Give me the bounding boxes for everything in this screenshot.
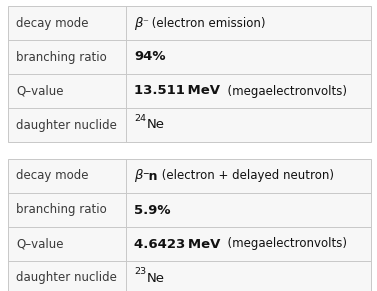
Text: ⁻: ⁻ xyxy=(143,18,149,28)
Text: (megaelectronvolts): (megaelectronvolts) xyxy=(220,84,347,97)
Text: Q–value: Q–value xyxy=(16,237,63,251)
Text: Ne: Ne xyxy=(147,118,164,132)
Text: decay mode: decay mode xyxy=(16,17,89,29)
Text: decay mode: decay mode xyxy=(16,169,89,182)
Text: 23: 23 xyxy=(134,267,146,276)
Text: β: β xyxy=(134,169,143,182)
Text: 24: 24 xyxy=(134,114,146,123)
Text: 5.9%: 5.9% xyxy=(134,203,170,217)
Text: 13.511 MeV: 13.511 MeV xyxy=(134,84,220,97)
Text: ⁻n: ⁻n xyxy=(143,169,158,182)
Bar xyxy=(8,159,371,291)
Text: 4.6423 MeV: 4.6423 MeV xyxy=(134,237,221,251)
Text: β: β xyxy=(134,17,143,29)
Text: 94%: 94% xyxy=(134,51,166,63)
Text: Ne: Ne xyxy=(147,272,165,285)
Text: daughter nuclide: daughter nuclide xyxy=(16,118,117,132)
Text: daughter nuclide: daughter nuclide xyxy=(16,272,117,285)
Text: branching ratio: branching ratio xyxy=(16,203,107,217)
Text: (electron + delayed neutron): (electron + delayed neutron) xyxy=(158,169,334,182)
Text: branching ratio: branching ratio xyxy=(16,51,107,63)
Text: (megaelectronvolts): (megaelectronvolts) xyxy=(221,237,347,251)
Text: Q–value: Q–value xyxy=(16,84,63,97)
Text: (electron emission): (electron emission) xyxy=(149,17,266,29)
Bar xyxy=(8,6,371,142)
